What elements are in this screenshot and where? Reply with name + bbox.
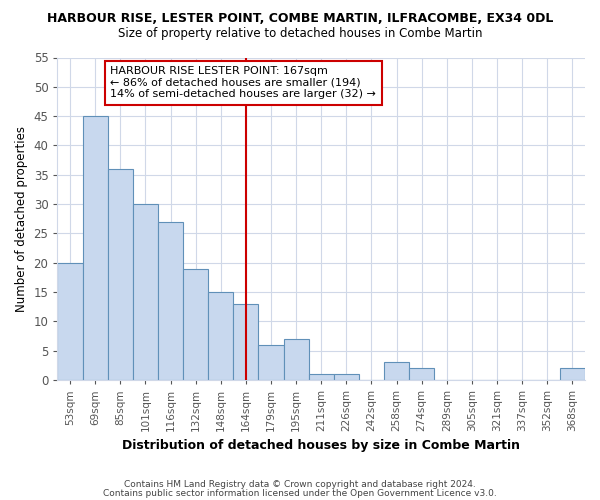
Text: Contains HM Land Registry data © Crown copyright and database right 2024.: Contains HM Land Registry data © Crown c… <box>124 480 476 489</box>
Bar <box>284 339 308 380</box>
Bar <box>259 345 284 380</box>
Bar <box>158 222 183 380</box>
X-axis label: Distribution of detached houses by size in Combe Martin: Distribution of detached houses by size … <box>122 440 520 452</box>
Bar <box>308 374 334 380</box>
Bar <box>208 292 233 380</box>
Bar <box>133 204 158 380</box>
Bar <box>233 304 259 380</box>
Y-axis label: Number of detached properties: Number of detached properties <box>15 126 28 312</box>
Bar <box>183 268 208 380</box>
Bar <box>409 368 434 380</box>
Bar <box>560 368 585 380</box>
Bar <box>334 374 359 380</box>
Bar <box>108 169 133 380</box>
Bar <box>384 362 409 380</box>
Text: HARBOUR RISE, LESTER POINT, COMBE MARTIN, ILFRACOMBE, EX34 0DL: HARBOUR RISE, LESTER POINT, COMBE MARTIN… <box>47 12 553 26</box>
Text: Contains public sector information licensed under the Open Government Licence v3: Contains public sector information licen… <box>103 489 497 498</box>
Bar <box>58 262 83 380</box>
Text: Size of property relative to detached houses in Combe Martin: Size of property relative to detached ho… <box>118 28 482 40</box>
Bar <box>83 116 108 380</box>
Text: HARBOUR RISE LESTER POINT: 167sqm
← 86% of detached houses are smaller (194)
14%: HARBOUR RISE LESTER POINT: 167sqm ← 86% … <box>110 66 376 100</box>
